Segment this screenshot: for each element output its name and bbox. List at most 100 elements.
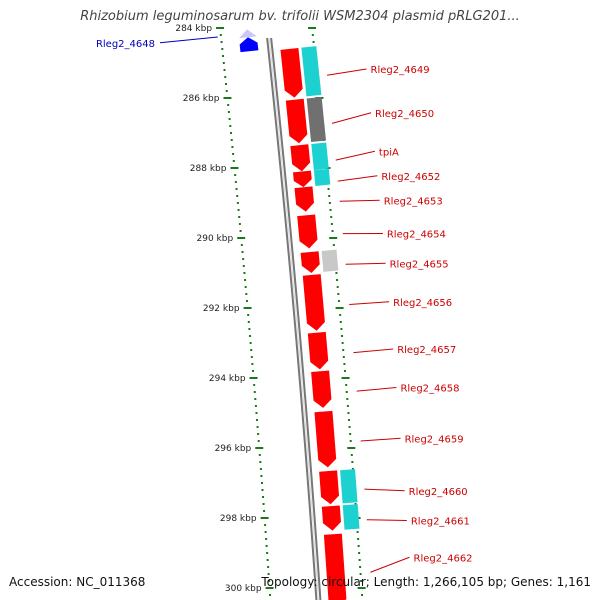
gene-arrow[interactable] — [307, 331, 329, 370]
gene-Rleg2_4648[interactable] — [238, 28, 259, 53]
inner-tick — [243, 307, 252, 309]
inner-tick — [239, 230, 242, 232]
cog-rect — [311, 142, 329, 171]
gene-Rleg2_4662[interactable] — [323, 533, 347, 600]
inner-tick — [256, 419, 259, 421]
gene-track — [238, 28, 347, 600]
gene-arrow[interactable] — [302, 274, 326, 331]
inner-tick — [228, 118, 231, 120]
gene-arrow[interactable] — [239, 36, 259, 53]
outer-tick — [332, 244, 335, 246]
inner-tick — [267, 573, 270, 575]
gene-arrow[interactable] — [300, 251, 321, 274]
inner-tick — [222, 62, 225, 64]
inner-tick — [230, 167, 239, 169]
gene-label[interactable]: Rleg2_4660 — [409, 487, 468, 498]
gene-arrow[interactable] — [294, 186, 315, 212]
gene-arrow[interactable] — [311, 370, 332, 409]
gene-label[interactable]: Rleg2_4653 — [384, 196, 443, 207]
inner-tick — [227, 111, 230, 113]
cog-rect — [306, 96, 327, 143]
inner-tick — [241, 251, 244, 253]
outer-tick — [350, 454, 353, 456]
gene-Rleg2_4657[interactable] — [307, 331, 329, 370]
gene-Rleg2_4655[interactable] — [300, 251, 321, 274]
gene-Rleg2_4661[interactable] — [321, 505, 342, 531]
scale-label: 290 kbp — [197, 234, 234, 244]
outer-tick — [358, 552, 361, 554]
inner-tick — [266, 559, 269, 561]
gene-arrow[interactable] — [290, 144, 311, 172]
gene-arrow-highlight — [238, 29, 257, 39]
inner-tick — [244, 279, 247, 281]
gene-Rleg2_4652[interactable] — [292, 170, 312, 188]
cog-track — [301, 46, 360, 530]
gene-arrow[interactable] — [285, 98, 308, 144]
gene-Rleg2_4660[interactable] — [319, 470, 340, 505]
inner-tick — [245, 293, 248, 295]
gene-label[interactable]: Rleg2_4654 — [387, 230, 446, 241]
cog-rect — [340, 469, 358, 504]
gene-Rleg2_4659[interactable] — [314, 410, 337, 468]
gene-Rleg2_4654[interactable] — [297, 214, 318, 249]
inner-tick — [236, 195, 239, 197]
gene-label[interactable]: Rleg2_4655 — [390, 259, 449, 270]
inner-tick — [248, 328, 251, 330]
inner-tick — [253, 384, 256, 386]
gene-Rleg2_4649[interactable] — [280, 47, 303, 99]
label-leader — [349, 301, 390, 305]
label-leader — [159, 36, 218, 44]
inner-tick — [251, 363, 254, 365]
gene-arrow[interactable] — [319, 470, 340, 505]
gene-label[interactable]: Rleg2_4648 — [96, 39, 155, 50]
gene-arrow[interactable] — [321, 505, 342, 531]
scale-label: 284 kbp — [175, 24, 212, 34]
gene-label[interactable]: Rleg2_4657 — [397, 345, 456, 356]
inner-tick — [254, 398, 257, 400]
gene-label[interactable]: Rleg2_4659 — [405, 434, 464, 445]
label-leader — [327, 68, 367, 76]
outer-tick — [331, 230, 334, 232]
outer-tick — [349, 440, 352, 442]
outer-tick — [343, 370, 346, 372]
label-leaders — [159, 36, 410, 573]
gene-tpiA[interactable] — [290, 144, 311, 172]
gene-Rleg2_4650[interactable] — [285, 98, 308, 144]
topology-text: Topology: circular; Length: 1,266,105 bp… — [261, 575, 591, 589]
gene-Rleg2_4656[interactable] — [302, 274, 326, 331]
inner-tick — [249, 377, 258, 379]
gene-label[interactable]: Rleg2_4652 — [381, 172, 440, 183]
gene-label[interactable]: Rleg2_4658 — [400, 384, 459, 395]
gene-label[interactable]: Rleg2_4649 — [371, 65, 430, 76]
outer-tick — [348, 426, 351, 428]
backbone-line — [266, 37, 318, 600]
inner-tick — [242, 265, 245, 267]
gene-Rleg2_4653[interactable] — [294, 186, 315, 212]
gene-arrow[interactable] — [280, 47, 303, 99]
scale-label: 298 kbp — [220, 514, 257, 524]
gene-arrow[interactable] — [297, 214, 318, 249]
outer-tick — [339, 321, 342, 323]
inner-tick — [262, 496, 265, 498]
gene-arrow[interactable] — [292, 170, 312, 188]
gene-label[interactable]: Rleg2_4650 — [375, 109, 434, 120]
outer-tick — [339, 314, 342, 316]
gene-arrow[interactable] — [323, 533, 347, 600]
outer-tick — [312, 41, 315, 43]
cog-box — [306, 96, 327, 143]
gene-label[interactable]: tpiA — [379, 147, 399, 158]
inner-tick — [223, 69, 226, 71]
outer-tick — [337, 300, 340, 302]
gene-label[interactable]: Rleg2_4661 — [411, 517, 470, 528]
gene-arrow[interactable] — [314, 410, 337, 468]
inner-tick — [238, 216, 241, 218]
gene-label[interactable]: Rleg2_4656 — [393, 298, 452, 309]
gene-label[interactable]: Rleg2_4662 — [414, 553, 473, 564]
backbone — [266, 37, 322, 600]
cog-box — [342, 504, 360, 530]
outer-tick — [354, 503, 357, 505]
gene-Rleg2_4658[interactable] — [311, 370, 332, 409]
inner-tick — [260, 482, 263, 484]
scale-label: 296 kbp — [215, 444, 252, 454]
inner-tick — [232, 153, 235, 155]
